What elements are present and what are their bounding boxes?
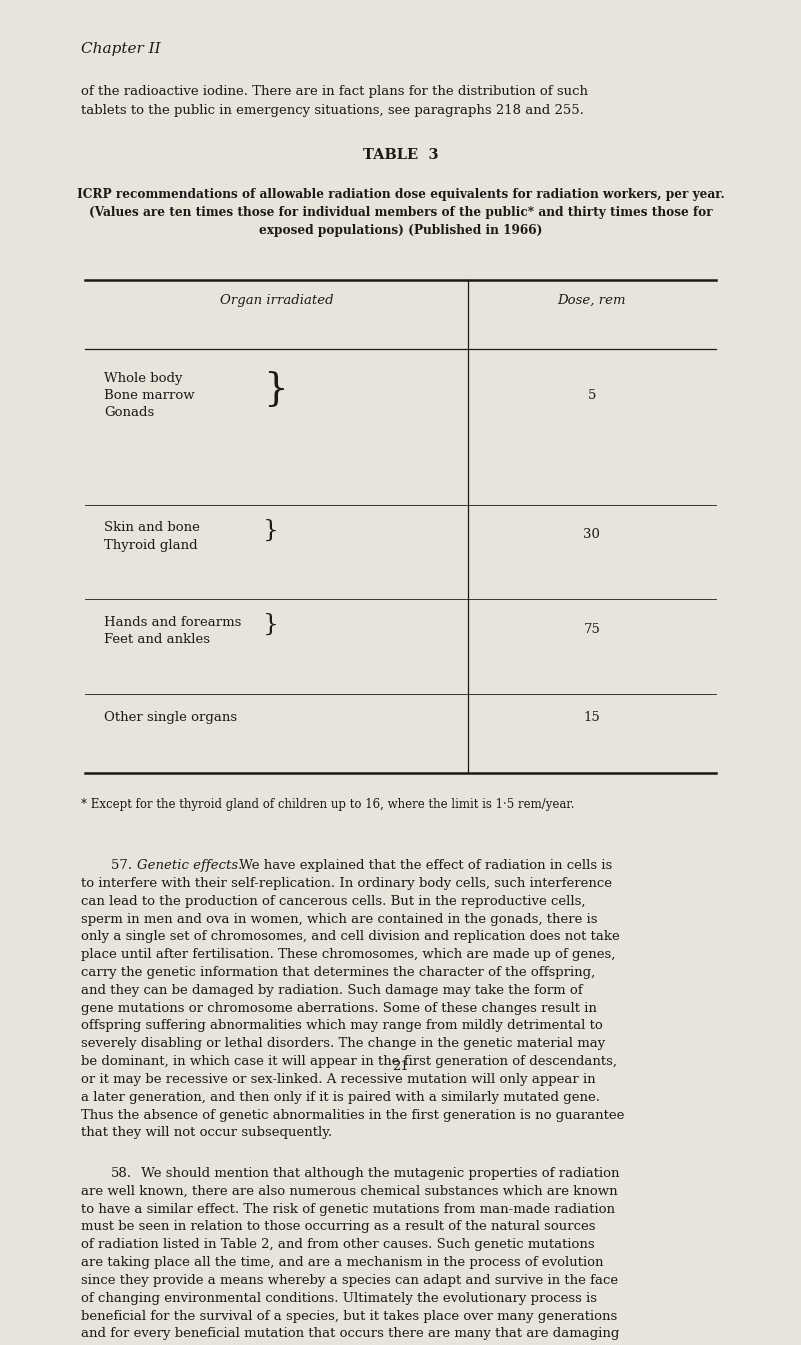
- Text: ICRP recommendations of allowable radiation dose equivalents for radiation worke: ICRP recommendations of allowable radiat…: [77, 188, 724, 202]
- Text: We should mention that although the mutagenic properties of radiation: We should mention that although the muta…: [137, 1167, 619, 1180]
- Text: Chapter II: Chapter II: [81, 42, 161, 56]
- Text: offspring suffering abnormalities which may range from mildly detrimental to: offspring suffering abnormalities which …: [81, 1020, 603, 1033]
- Text: Thus the absence of genetic abnormalities in the first generation is no guarante: Thus the absence of genetic abnormalitie…: [81, 1108, 625, 1122]
- Text: gene mutations or chromosome aberrations. Some of these changes result in: gene mutations or chromosome aberrations…: [81, 1002, 597, 1014]
- Text: and they can be damaged by radiation. Such damage may take the form of: and they can be damaged by radiation. Su…: [81, 985, 583, 997]
- Text: can lead to the production of cancerous cells. But in the reproductive cells,: can lead to the production of cancerous …: [81, 894, 586, 908]
- Text: are taking place all the time, and are a mechanism in the process of evolution: are taking place all the time, and are a…: [81, 1256, 604, 1270]
- Text: Gonads: Gonads: [104, 406, 155, 420]
- Text: to interfere with their self-replication. In ordinary body cells, such interfere: to interfere with their self-replication…: [81, 877, 612, 890]
- Text: 21: 21: [392, 1060, 409, 1073]
- Text: Feet and ankles: Feet and ankles: [104, 633, 211, 646]
- Text: Bone marrow: Bone marrow: [104, 389, 195, 402]
- Text: since they provide a means whereby a species can adapt and survive in the face: since they provide a means whereby a spe…: [81, 1274, 618, 1287]
- Text: Other single organs: Other single organs: [104, 710, 237, 724]
- Text: }: }: [263, 519, 279, 542]
- Text: place until after fertilisation. These chromosomes, which are made up of genes,: place until after fertilisation. These c…: [81, 948, 615, 962]
- Text: Whole body: Whole body: [104, 373, 183, 385]
- Text: 58.: 58.: [111, 1167, 131, 1180]
- Text: 57.: 57.: [111, 859, 139, 873]
- Text: 5: 5: [588, 389, 596, 402]
- Text: 15: 15: [584, 710, 600, 724]
- Text: of the radioactive iodine. There are in fact plans for the distribution of such: of the radioactive iodine. There are in …: [81, 85, 588, 98]
- Text: We have explained that the effect of radiation in cells is: We have explained that the effect of rad…: [235, 859, 613, 873]
- Text: carry the genetic information that determines the character of the offspring,: carry the genetic information that deter…: [81, 966, 595, 979]
- Text: a later generation, and then only if it is paired with a similarly mutated gene.: a later generation, and then only if it …: [81, 1091, 600, 1104]
- Text: Dose, rem: Dose, rem: [557, 295, 626, 307]
- Text: that they will not occur subsequently.: that they will not occur subsequently.: [81, 1126, 332, 1139]
- Text: Organ irradiated: Organ irradiated: [219, 295, 333, 307]
- Text: }: }: [263, 371, 288, 409]
- Text: of radiation listed in Table 2, and from other causes. Such genetic mutations: of radiation listed in Table 2, and from…: [81, 1239, 595, 1251]
- Text: (Values are ten times those for individual members of the public* and thirty tim: (Values are ten times those for individu…: [89, 206, 712, 219]
- Text: are well known, there are also numerous chemical substances which are known: are well known, there are also numerous …: [81, 1185, 618, 1198]
- Text: Skin and bone: Skin and bone: [104, 522, 200, 534]
- Text: * Except for the thyroid gland of children up to 16, where the limit is 1·5 rem/: * Except for the thyroid gland of childr…: [81, 798, 574, 811]
- Text: and for every beneficial mutation that occurs there are many that are damaging: and for every beneficial mutation that o…: [81, 1328, 619, 1341]
- Text: of changing environmental conditions. Ultimately the evolutionary process is: of changing environmental conditions. Ul…: [81, 1291, 597, 1305]
- Text: only a single set of chromosomes, and cell division and replication does not tak: only a single set of chromosomes, and ce…: [81, 931, 620, 943]
- Text: Hands and forearms: Hands and forearms: [104, 616, 242, 628]
- Text: or it may be recessive or sex-linked. A recessive mutation will only appear in: or it may be recessive or sex-linked. A …: [81, 1073, 596, 1085]
- Text: 30: 30: [583, 529, 601, 541]
- Text: beneficial for the survival of a species, but it takes place over many generatio: beneficial for the survival of a species…: [81, 1310, 618, 1322]
- Text: }: }: [263, 613, 279, 636]
- Text: 75: 75: [583, 623, 601, 635]
- Text: sperm in men and ova in women, which are contained in the gonads, there is: sperm in men and ova in women, which are…: [81, 913, 598, 925]
- Text: Thyroid gland: Thyroid gland: [104, 538, 198, 551]
- Text: Genetic effects.: Genetic effects.: [137, 859, 242, 873]
- Text: severely disabling or lethal disorders. The change in the genetic material may: severely disabling or lethal disorders. …: [81, 1037, 606, 1050]
- Text: exposed populations) (Published in 1966): exposed populations) (Published in 1966): [259, 225, 542, 238]
- Text: tablets to the public in emergency situations, see paragraphs 218 and 255.: tablets to the public in emergency situa…: [81, 105, 584, 117]
- Text: to have a similar effect. The risk of genetic mutations from man-made radiation: to have a similar effect. The risk of ge…: [81, 1202, 615, 1216]
- Text: must be seen in relation to those occurring as a result of the natural sources: must be seen in relation to those occurr…: [81, 1220, 596, 1233]
- Text: TABLE  3: TABLE 3: [363, 148, 438, 161]
- Text: be dominant, in which case it will appear in the first generation of descendants: be dominant, in which case it will appea…: [81, 1054, 617, 1068]
